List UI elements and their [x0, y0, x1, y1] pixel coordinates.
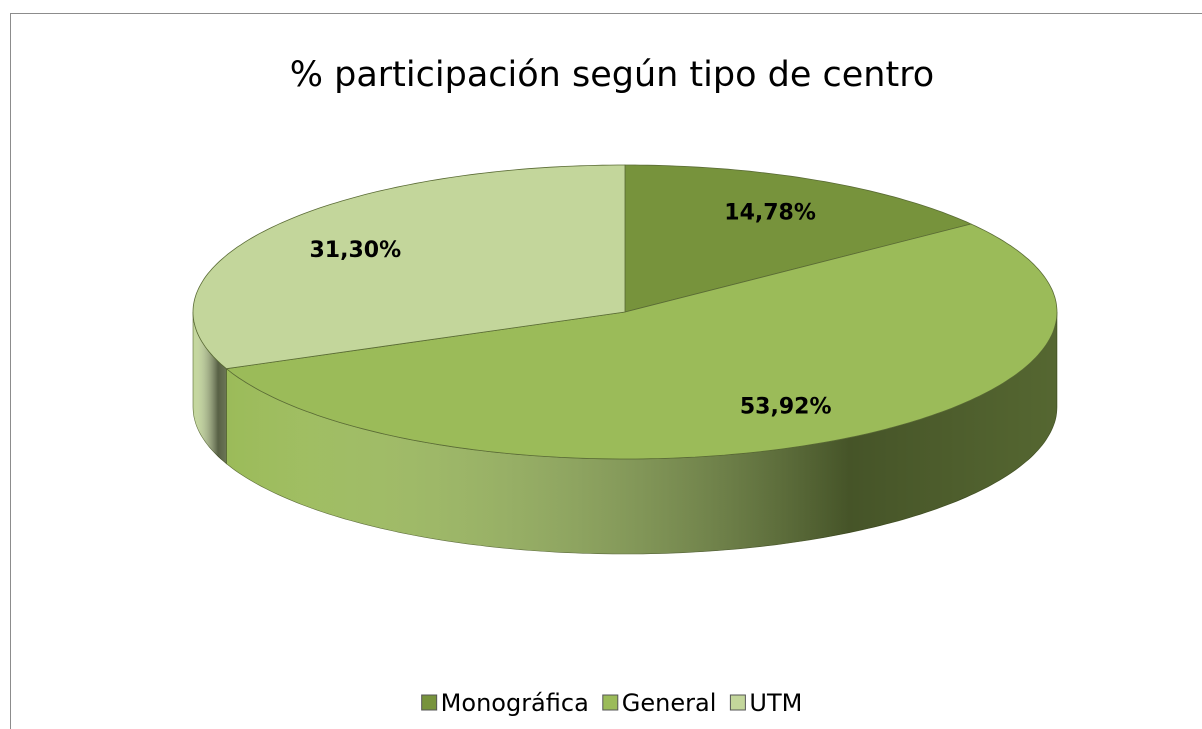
data-label: 14,78%: [724, 200, 816, 225]
legend: Monográfica General UTM: [421, 689, 802, 717]
data-label: 31,30%: [310, 238, 402, 263]
legend-label: UTM: [749, 689, 802, 717]
chart-title: % participación según tipo de centro: [290, 55, 934, 95]
slice-side-shade: [193, 312, 227, 464]
legend-swatch: [421, 694, 438, 711]
legend-swatch: [729, 694, 746, 711]
legend-label: Monográfica: [441, 689, 589, 717]
legend-label: General: [622, 689, 717, 717]
data-label: 53,92%: [740, 395, 832, 420]
slice: [624, 164, 973, 313]
slice-side-shade: [226, 312, 1057, 554]
legend-swatch: [602, 694, 619, 711]
slice: [225, 223, 1058, 460]
slice: [192, 164, 626, 370]
chart-border: [10, 13, 1202, 729]
